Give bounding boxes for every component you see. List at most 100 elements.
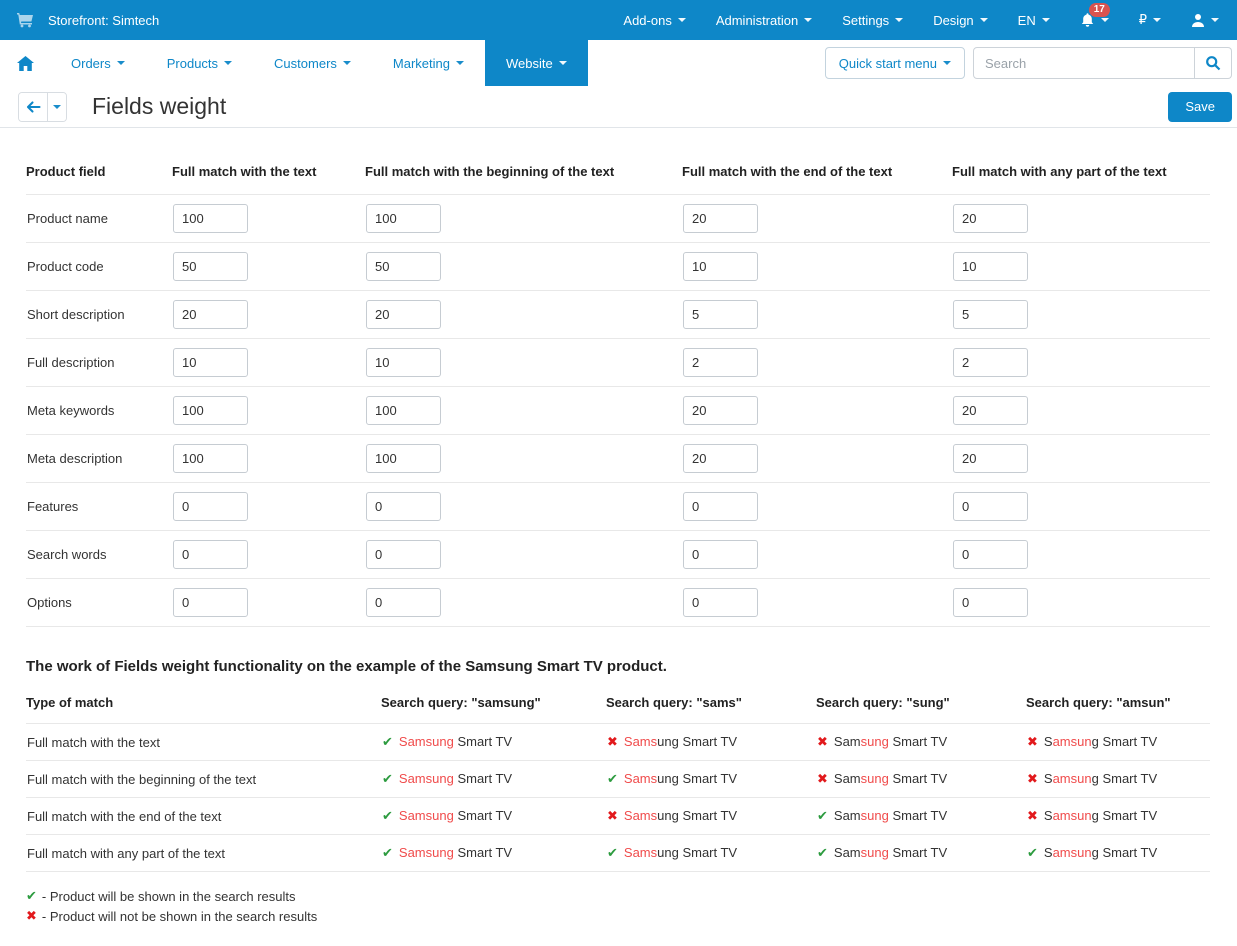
weight-input[interactable]	[953, 300, 1028, 329]
result-text: g Smart TV	[1091, 845, 1158, 860]
search-input[interactable]	[973, 47, 1195, 79]
currency-menu[interactable]: ₽	[1139, 13, 1161, 28]
weight-input[interactable]	[953, 540, 1028, 569]
menu-administration[interactable]: Administration	[716, 13, 813, 28]
weight-input[interactable]	[366, 348, 441, 377]
chevron-down-icon	[1211, 18, 1219, 22]
result-text: S	[1043, 808, 1053, 823]
weight-input[interactable]	[173, 540, 248, 569]
search-result-cell: ✔ Samsung Smart TV	[816, 797, 1026, 835]
search-result-cell: ✔ Samsung Smart TV	[606, 760, 816, 798]
weight-input[interactable]	[683, 444, 758, 473]
weight-input[interactable]	[366, 204, 441, 233]
notifications-menu[interactable]: 17	[1080, 3, 1110, 28]
result-text: Smart TV	[453, 808, 513, 823]
nav-item-marketing[interactable]: Marketing	[372, 40, 485, 86]
result-text: Smart TV	[453, 771, 513, 786]
chevron-down-icon	[677, 18, 686, 22]
weight-cell	[365, 434, 682, 483]
chevron-down-icon	[116, 61, 125, 65]
user-menu[interactable]	[1191, 13, 1219, 28]
weight-cell	[952, 194, 1210, 243]
weight-input[interactable]	[366, 252, 441, 281]
table-row: Meta description	[26, 434, 1210, 483]
weight-input[interactable]	[173, 444, 248, 473]
save-button[interactable]: Save	[1168, 91, 1232, 122]
nav-item-website[interactable]: Website	[484, 40, 588, 86]
weight-input[interactable]	[173, 492, 248, 521]
search-button[interactable]	[1195, 47, 1232, 79]
result-text: Sam	[833, 845, 861, 860]
weight-input[interactable]	[953, 444, 1028, 473]
nav-item-products[interactable]: Products	[146, 40, 253, 86]
weight-input[interactable]	[173, 252, 248, 281]
weight-input[interactable]	[683, 348, 758, 377]
result-highlight: sung	[860, 845, 889, 860]
field-label: Features	[26, 482, 172, 531]
cross-icon: ✖	[817, 735, 828, 750]
weight-input[interactable]	[953, 492, 1028, 521]
table-row: Short description	[26, 290, 1210, 339]
back-button[interactable]	[19, 92, 48, 121]
column-header: Type of match	[26, 695, 381, 724]
weight-input[interactable]	[683, 540, 758, 569]
weight-input[interactable]	[953, 204, 1028, 233]
weight-cell	[365, 578, 682, 627]
weight-input[interactable]	[953, 252, 1028, 281]
menu-settings[interactable]: Settings	[842, 13, 904, 28]
table-row: Search words	[26, 530, 1210, 579]
home-icon[interactable]	[0, 40, 50, 86]
weight-input[interactable]	[366, 540, 441, 569]
weight-input[interactable]	[683, 396, 758, 425]
chevron-down-icon	[895, 18, 904, 22]
result-text: g Smart TV	[1091, 808, 1158, 823]
result-highlight: sung	[860, 734, 889, 749]
weight-input[interactable]	[366, 300, 441, 329]
search-result-cell: ✖ Samsung Smart TV	[1026, 723, 1210, 761]
weight-cell	[952, 290, 1210, 339]
weight-input[interactable]	[366, 492, 441, 521]
weight-cell	[952, 386, 1210, 435]
result-text: Smart TV	[888, 771, 948, 786]
back-dropdown-button[interactable]	[48, 92, 66, 121]
field-label: Short description	[26, 290, 172, 339]
weight-input[interactable]	[683, 204, 758, 233]
weight-cell	[682, 194, 952, 243]
quick-start-menu-button[interactable]: Quick start menu	[824, 47, 965, 79]
weight-input[interactable]	[953, 588, 1028, 617]
weight-input[interactable]	[683, 492, 758, 521]
weight-input[interactable]	[173, 204, 248, 233]
weight-input[interactable]	[173, 588, 248, 617]
menu-design[interactable]: Design	[933, 13, 988, 28]
search-result-cell: ✔ Samsung Smart TV	[381, 834, 606, 872]
menu-addons[interactable]: Add-ons	[623, 13, 686, 28]
search-result-cell: ✔ Samsung Smart TV	[381, 797, 606, 835]
back-split-button	[18, 91, 67, 122]
menu-language[interactable]: EN	[1018, 13, 1050, 28]
storefront-label[interactable]: Storefront: Simtech	[48, 12, 160, 28]
weight-input[interactable]	[683, 252, 758, 281]
weight-input[interactable]	[683, 300, 758, 329]
weight-input[interactable]	[953, 396, 1028, 425]
result-text: Smart TV	[888, 845, 948, 860]
weight-input[interactable]	[953, 348, 1028, 377]
weight-cell	[172, 242, 365, 291]
check-icon: ✔	[382, 809, 393, 824]
chevron-down-icon	[53, 104, 61, 109]
weight-input[interactable]	[683, 588, 758, 617]
search-result-cell: ✔ Samsung Smart TV	[816, 834, 1026, 872]
nav-item-customers[interactable]: Customers	[253, 40, 372, 86]
weight-input[interactable]	[173, 396, 248, 425]
result-text: ung Smart TV	[657, 845, 738, 860]
weight-input[interactable]	[173, 348, 248, 377]
cross-icon: ✖	[817, 772, 828, 787]
weight-input[interactable]	[366, 588, 441, 617]
result-text: ung Smart TV	[657, 734, 738, 749]
weight-input[interactable]	[173, 300, 248, 329]
weight-input[interactable]	[366, 396, 441, 425]
weight-cell	[682, 578, 952, 627]
weight-input[interactable]	[366, 444, 441, 473]
arrow-left-icon	[26, 100, 41, 113]
weight-cell	[172, 194, 365, 243]
nav-item-orders[interactable]: Orders	[50, 40, 146, 86]
